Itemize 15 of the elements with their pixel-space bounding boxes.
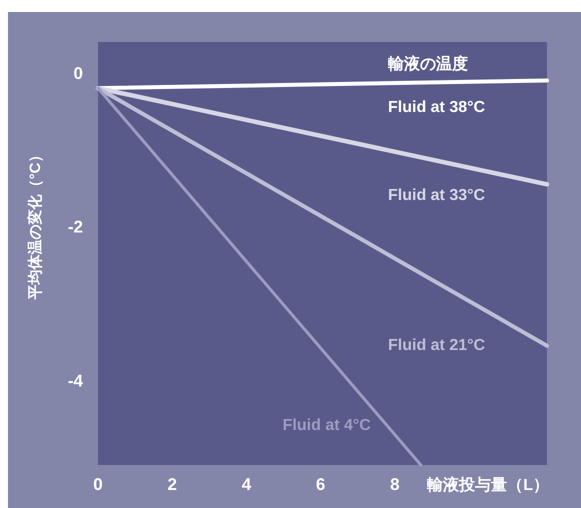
x-tick-label: 2 [167,475,177,494]
y-tick-label: -4 [68,371,84,390]
x-axis-title: 輸液投与量（L） [426,476,549,494]
series-label: Fluid at 33°C [388,187,486,204]
y-axis-title: 平均体温の変化（°C） [26,148,44,300]
series-label: Fluid at 4°C [282,417,372,434]
series-label: Fluid at 21°C [388,337,486,354]
x-tick-label: 4 [242,475,252,494]
series-label: Fluid at 38°C [388,99,486,116]
y-tick-label: -2 [68,218,83,237]
x-tick-label: 6 [316,475,326,494]
x-tick-label: 8 [390,475,400,494]
x-tick-label: 0 [93,475,103,494]
legend-title: 輸液の温度 [387,54,468,73]
y-tick-label: 0 [74,64,83,83]
